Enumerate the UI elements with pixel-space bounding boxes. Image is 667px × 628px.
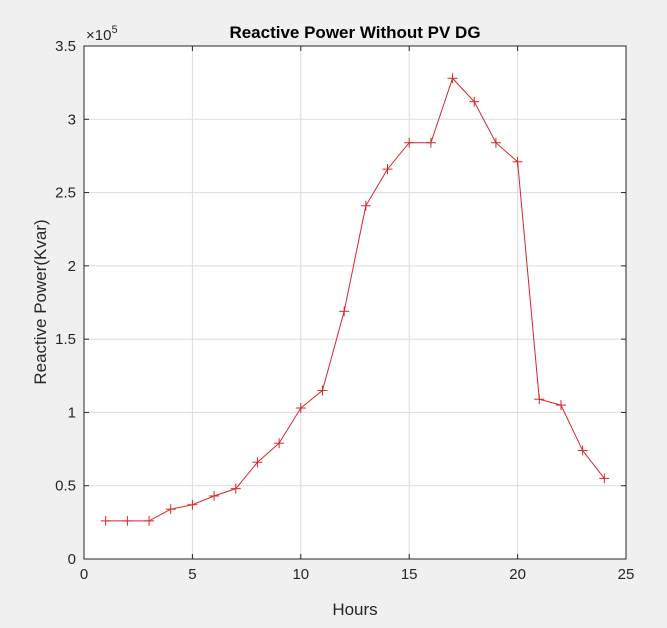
ticks: 0 5 10 15 20 25 0 0.5 1 1.5 2 2.5 3 3.5 [55, 38, 634, 583]
data-point-marker [490, 137, 501, 148]
data-point-marker [339, 306, 350, 317]
data-point-marker [555, 400, 566, 411]
y-tick-label: 0.5 [55, 478, 76, 495]
y-tick-label: 0 [68, 551, 76, 568]
data-point-marker [144, 515, 155, 526]
x-tick-label: 20 [509, 566, 526, 583]
data-point-marker [360, 200, 371, 211]
data-point-marker [382, 164, 393, 175]
y-tick-label: 1.5 [55, 331, 76, 348]
x-tick-label: 10 [292, 566, 309, 583]
y-axis-label: Reactive Power(Kvar) [31, 219, 50, 384]
x-tick-label: 5 [188, 566, 196, 583]
x-tick-label: 25 [618, 566, 635, 583]
data-point-marker [187, 499, 198, 510]
x-tick-label: 0 [80, 566, 88, 583]
data-point-marker [274, 438, 285, 449]
y-exponent-base: ×10 [86, 27, 111, 44]
y-tick-label: 2.5 [55, 185, 76, 202]
data-point-marker [295, 403, 306, 414]
data-point-marker [404, 137, 415, 148]
data-point-marker [122, 515, 133, 526]
data-point-marker [512, 156, 523, 167]
x-axis-label: Hours [332, 600, 377, 619]
data-point-marker [599, 473, 610, 484]
data-point-marker [534, 394, 545, 405]
data-point-marker [469, 96, 480, 107]
y-exponent-power: 5 [111, 24, 117, 36]
y-exponent-label: ×105 [86, 24, 118, 44]
chart-title: Reactive Power Without PV DG [229, 23, 480, 42]
data-point-marker [165, 504, 176, 515]
data-point-marker [252, 457, 263, 468]
data-point-marker [425, 137, 436, 148]
x-tick-label: 15 [401, 566, 418, 583]
data-point-marker [577, 445, 588, 456]
plot-area [84, 46, 626, 559]
y-tick-label: 1 [68, 404, 76, 421]
data-point-marker [209, 490, 220, 501]
y-tick-label: 3.5 [55, 38, 76, 55]
axes-box [83, 45, 627, 560]
data-point-marker [447, 73, 458, 84]
data-point-marker [100, 515, 111, 526]
series-line [105, 77, 605, 522]
data-point-marker [230, 483, 241, 494]
y-tick-label: 3 [68, 111, 76, 128]
series-group [100, 73, 610, 526]
y-tick-label: 2 [68, 258, 76, 275]
data-point-marker [317, 385, 328, 396]
